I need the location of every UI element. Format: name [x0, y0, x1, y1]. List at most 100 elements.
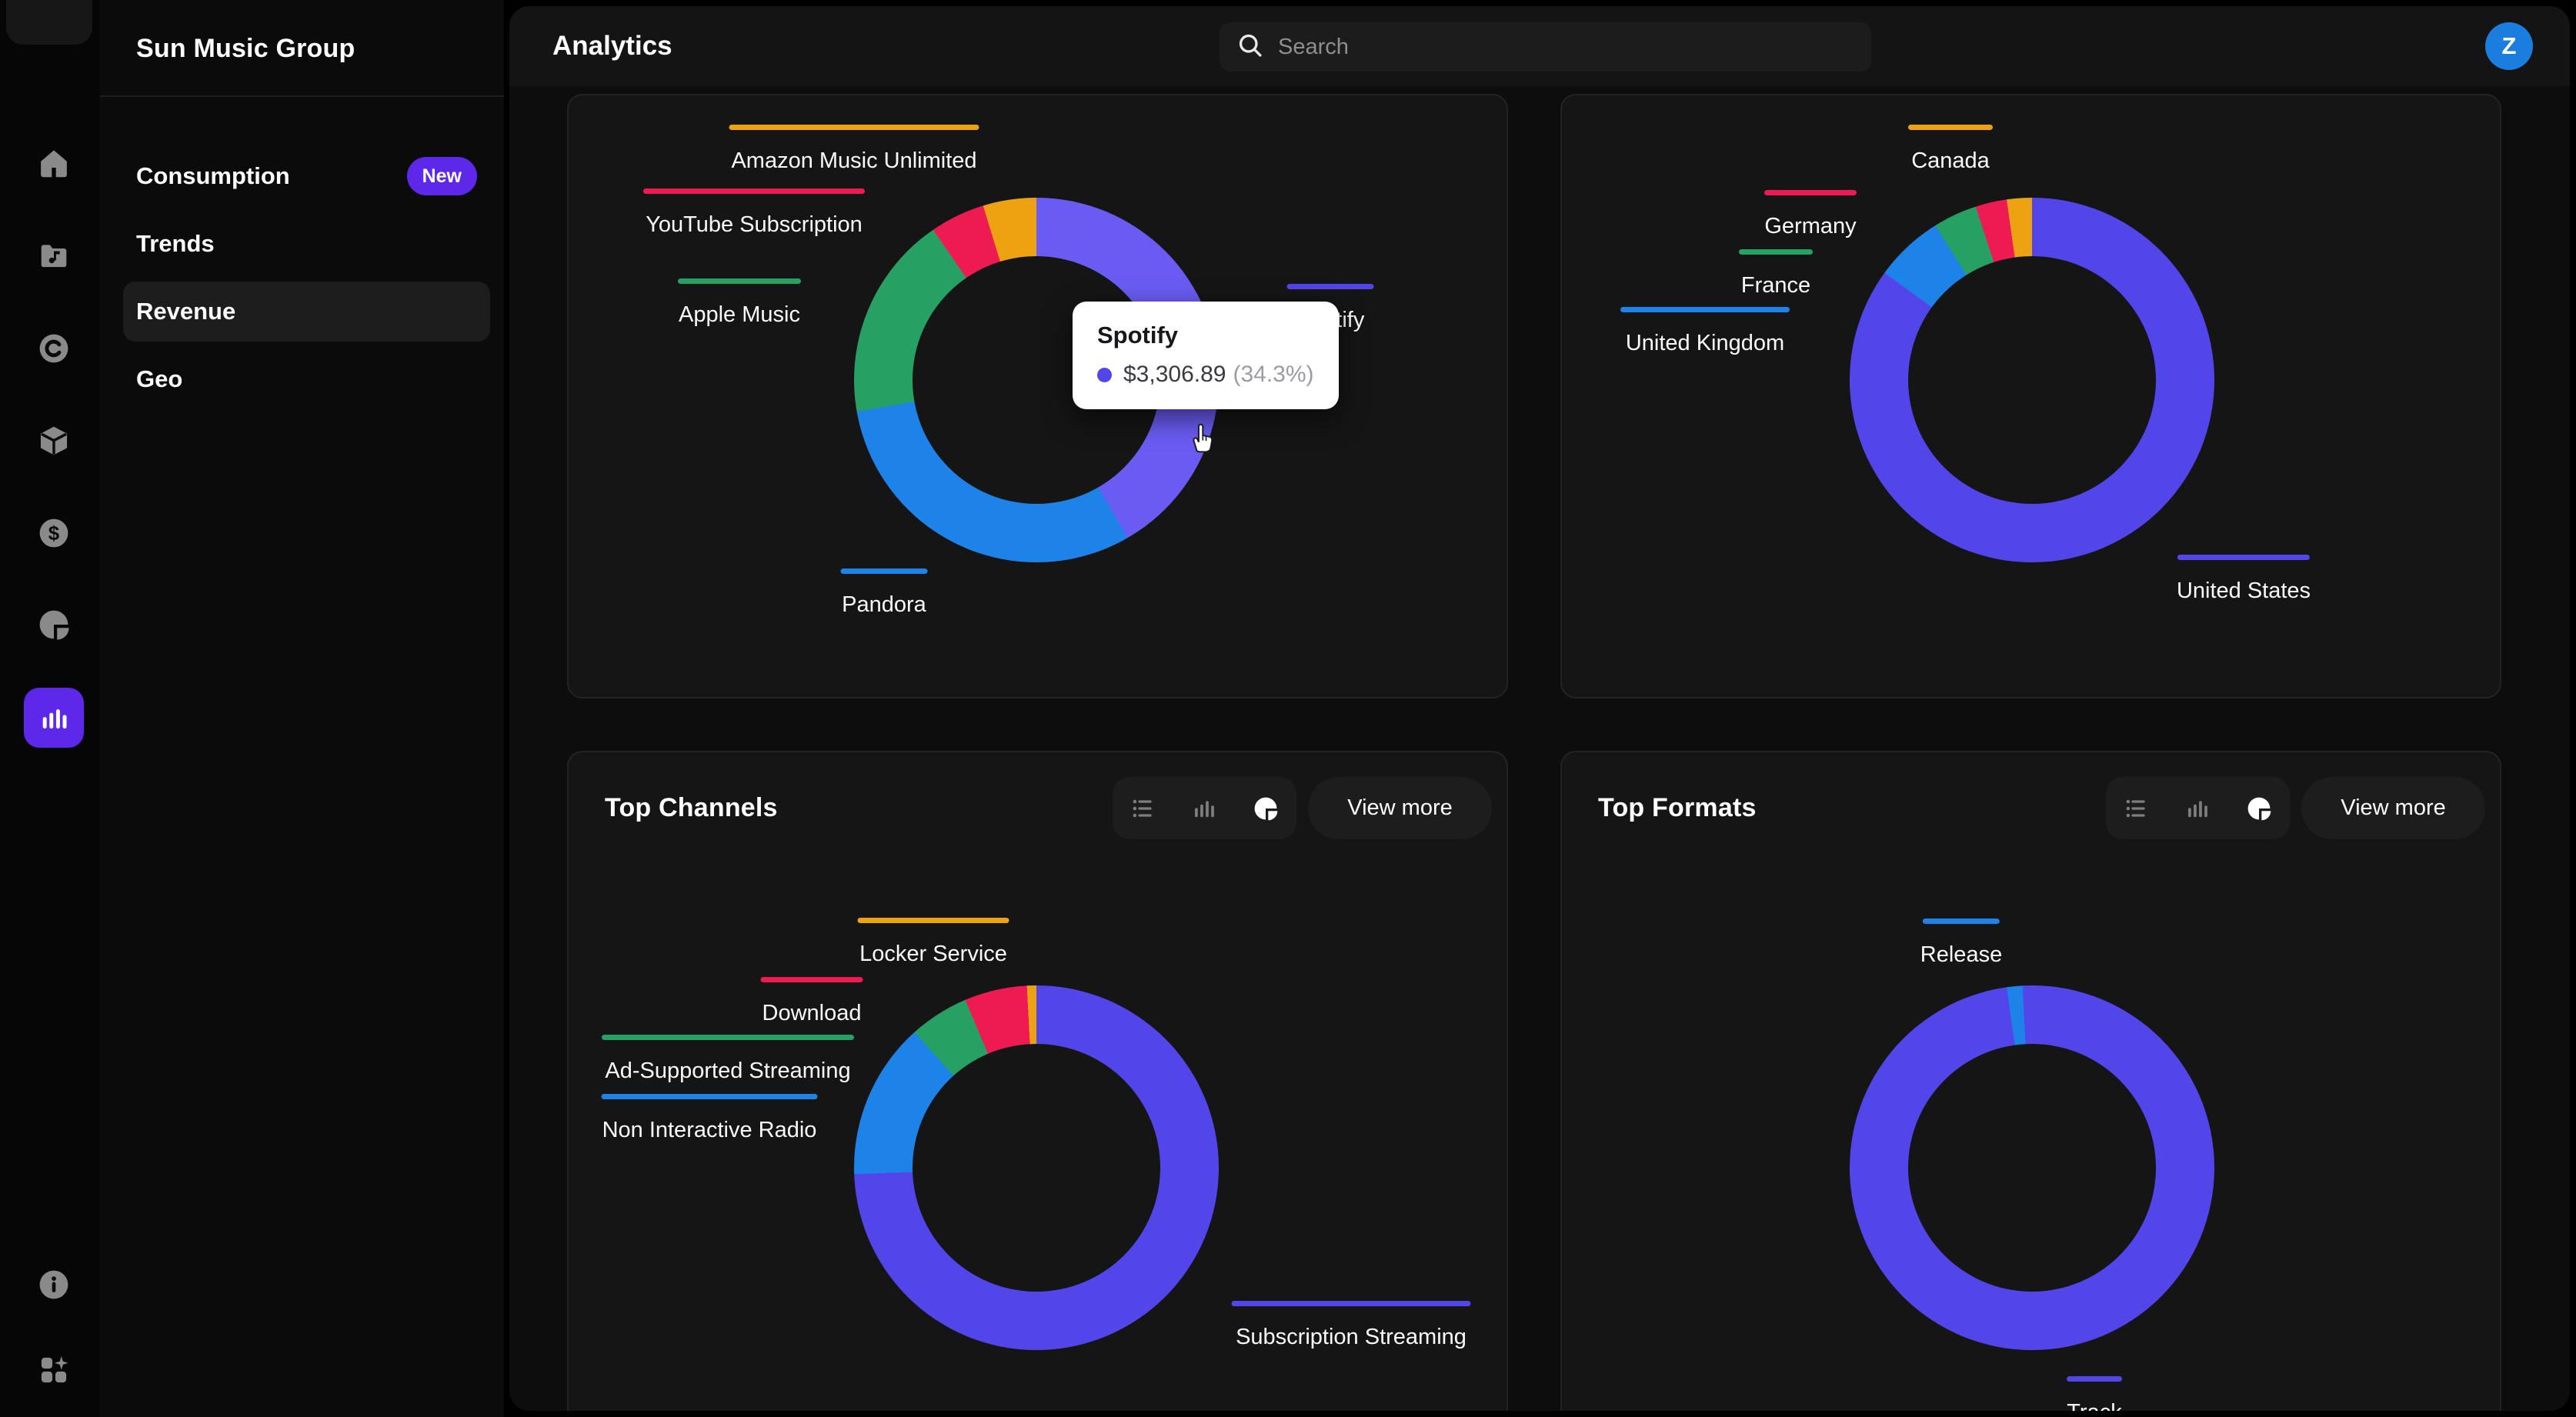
card-top-platforms: Amazon Music Unlimited YouTube Subscripti…: [567, 94, 1508, 698]
donut-label: United States: [2177, 555, 2311, 604]
label-color-line: [760, 977, 863, 982]
label-text: Locker Service: [859, 942, 1007, 966]
donut-label: Canada: [1908, 125, 1993, 174]
topbar: Analytics Z: [509, 6, 2570, 86]
label-color-line: [2177, 555, 2310, 560]
donut-chart[interactable]: [1850, 198, 2214, 562]
rail-item-analytics-icon[interactable]: [24, 688, 84, 748]
donut-label: Locker Service: [857, 918, 1009, 967]
pie-chart-icon[interactable]: [1252, 795, 1280, 822]
avatar[interactable]: Z: [2485, 22, 2533, 70]
label-text: France: [1740, 273, 1811, 298]
card-top-countries: Canada Germany France United Kingdom United …: [1560, 94, 2501, 698]
new-badge: New: [406, 157, 477, 195]
icon-rail: $: [0, 0, 100, 1417]
card-top-channels: Top Channels View more Locker Service Downl…: [567, 751, 1508, 1411]
label-text: Canada: [1911, 148, 1990, 173]
donut-label: Amazon Music Unlimited: [729, 125, 979, 174]
search-icon: [1236, 32, 1264, 63]
card-top-formats: Top Formats View more Release Track: [1560, 751, 2501, 1411]
logo-placeholder[interactable]: [6, 0, 92, 45]
donut-chart[interactable]: [1850, 985, 2214, 1350]
label-color-line: [1764, 190, 1857, 195]
donut-label: Non Interactive Radio: [601, 1094, 818, 1143]
card-header: Top Formats View more: [1598, 777, 2485, 839]
donut-chart[interactable]: [854, 985, 1219, 1350]
card-header: Top Channels View more: [605, 777, 1492, 839]
donut-label: Germany: [1764, 190, 1857, 239]
donut-chart[interactable]: [854, 198, 1219, 562]
label-text: YouTube Subscription: [646, 212, 863, 237]
search-input[interactable]: [1278, 34, 1854, 60]
chart-type-switcher: [1113, 777, 1296, 839]
rail-item-copyright-icon[interactable]: [36, 331, 72, 366]
label-color-line: [1231, 1301, 1471, 1306]
label-color-line: [1908, 125, 1993, 130]
bar-chart-icon[interactable]: [2184, 795, 2211, 822]
sidebar-item-label: Geo: [136, 365, 183, 392]
rail-item-pie-icon[interactable]: [36, 607, 72, 642]
chart-tooltip: Spotify $3,306.89 (34.3%): [1073, 302, 1339, 409]
label-color-line: [1620, 307, 1790, 312]
label-text: Download: [762, 1001, 862, 1025]
mouse-cursor-icon: [1184, 418, 1221, 455]
sidebar-item-consumption[interactable]: Consumption New: [123, 146, 490, 206]
sidebar-item-trends[interactable]: Trends: [123, 214, 490, 274]
label-color-line: [1286, 284, 1374, 289]
view-more-button[interactable]: View more: [2301, 777, 2485, 839]
donut-label: Release: [1920, 919, 2002, 968]
donut-label: Apple Music: [678, 278, 801, 328]
label-text: Ad-Supported Streaming: [605, 1059, 851, 1083]
sidebar-divider: [100, 95, 504, 97]
sidebar-title: Sun Music Group: [136, 34, 355, 63]
donut-label: Subscription Streaming: [1231, 1301, 1471, 1350]
sidebar-item-label: Revenue: [136, 298, 236, 325]
label-color-line: [678, 278, 801, 284]
donut-label: United Kingdom: [1620, 307, 1790, 356]
bar-chart-icon[interactable]: [1190, 795, 1218, 822]
sidebar-item-revenue[interactable]: Revenue: [123, 282, 490, 342]
donut-label: Pandora: [840, 568, 928, 618]
card-title: Top Formats: [1598, 793, 1757, 822]
label-color-line: [857, 918, 1009, 923]
sidebar-item-label: Consumption: [136, 162, 290, 189]
label-color-line: [1923, 919, 2000, 924]
tooltip-title: Spotify: [1097, 322, 1179, 348]
rail-item-info-icon[interactable]: [36, 1267, 72, 1302]
label-text: Pandora: [842, 592, 926, 617]
donut-label: Track: [2067, 1376, 2122, 1411]
rail-item-music-folder-icon[interactable]: [36, 238, 72, 274]
label-text: Non Interactive Radio: [602, 1118, 817, 1142]
sidebar-item-label: Trends: [136, 230, 215, 257]
donut-label: YouTube Subscription: [643, 188, 865, 238]
rail-item-apps-icon[interactable]: [36, 1352, 72, 1388]
rail-item-home-icon[interactable]: [36, 146, 72, 182]
label-text: Germany: [1764, 214, 1857, 238]
label-text: Apple Music: [679, 302, 800, 327]
page-title: Analytics: [552, 31, 672, 61]
rail-item-dollar-icon[interactable]: $: [36, 515, 72, 551]
analytics-content: Amazon Music Unlimited YouTube Subscripti…: [509, 86, 2570, 1411]
pie-chart-icon[interactable]: [2245, 795, 2273, 822]
label-text: Subscription Streaming: [1236, 1325, 1467, 1349]
list-view-icon[interactable]: [1130, 795, 1157, 822]
label-text: Track: [2067, 1400, 2122, 1411]
label-color-line: [601, 1094, 818, 1099]
sidebar: Sun Music Group Consumption New Trends Reve…: [100, 0, 504, 1417]
tooltip-value: $3,306.89: [1123, 362, 1226, 387]
label-text: Amazon Music Unlimited: [731, 148, 977, 173]
sidebar-item-geo[interactable]: Geo: [123, 349, 490, 409]
search-box[interactable]: [1220, 22, 1871, 72]
tooltip-percent: (34.3%): [1233, 362, 1314, 387]
tooltip-series-dot: [1097, 367, 1112, 382]
list-view-icon[interactable]: [2123, 795, 2151, 822]
label-color-line: [840, 568, 928, 574]
label-text: United States: [2176, 578, 2311, 603]
view-more-button[interactable]: View more: [1308, 777, 1492, 839]
label-color-line: [729, 125, 979, 130]
donut-label: Ad-Supported Streaming: [602, 1035, 854, 1084]
rail-item-cube-icon[interactable]: [36, 423, 72, 458]
svg-text:$: $: [48, 523, 60, 545]
label-text: United Kingdom: [1625, 331, 1785, 355]
